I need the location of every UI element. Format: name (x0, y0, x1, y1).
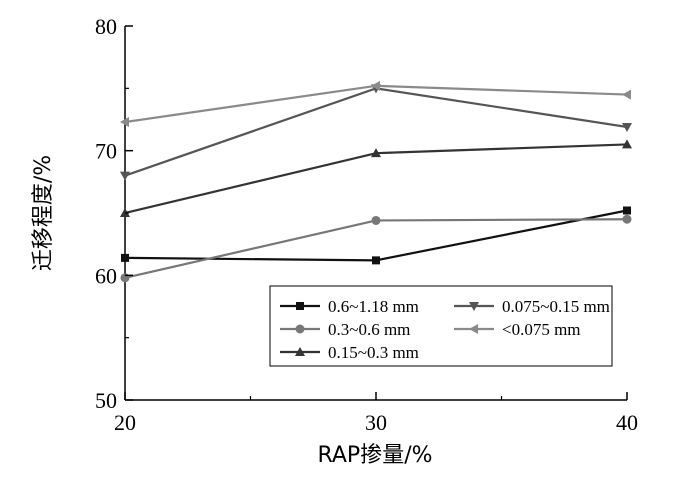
data-point-triangle-left (371, 80, 380, 91)
legend-label: 0.3~0.6 mm (328, 320, 410, 339)
series-line (124, 87, 628, 177)
data-point-triangle-down (120, 171, 130, 181)
x-tick-label: 30 (365, 410, 387, 435)
data-point-triangle-up (371, 148, 381, 158)
legend-item: 0.3~0.6 mm (280, 320, 410, 339)
y-tick-label: 70 (95, 139, 117, 164)
y-tick-label: 80 (95, 14, 117, 39)
data-point-triangle-down (469, 302, 479, 311)
legend-item: 0.6~1.18 mm (280, 297, 419, 316)
data-point-triangle-down (622, 122, 632, 132)
legend-label: <0.075 mm (502, 320, 581, 339)
data-point-square (296, 302, 304, 310)
data-point-triangle-left (469, 324, 478, 334)
y-tick-label: 50 (95, 388, 117, 413)
legend-frame (269, 285, 613, 367)
series (120, 84, 632, 181)
data-point-triangle-up (622, 139, 632, 149)
data-point-circle (371, 215, 381, 225)
series-layer (120, 80, 632, 283)
data-point-circle (622, 214, 632, 224)
legend-item: 0.15~0.3 mm (280, 343, 419, 362)
legend-label: 0.075~0.15 mm (502, 297, 610, 316)
x-tick-label: 20 (114, 410, 136, 435)
x-axis-label: RAP掺量/% (317, 443, 432, 468)
series (120, 80, 631, 127)
data-point-square (372, 256, 380, 265)
legend-item: 0.075~0.15 mm (454, 297, 610, 316)
data-point-triangle-left (120, 116, 129, 127)
tick-labels: 50 60 70 80 20 30 40 (95, 14, 638, 435)
y-axis-label: 迁移程度/% (31, 155, 56, 271)
series-line (124, 218, 628, 279)
legend-label: 0.15~0.3 mm (328, 343, 419, 362)
legend: 0.6~1.18 mm 0.3~0.6 mm 0.15~0.3 mm 0.075~0.… (269, 285, 613, 367)
y-tick-label: 60 (95, 263, 117, 288)
series (121, 206, 631, 265)
x-tick-label: 40 (616, 410, 638, 435)
data-point-triangle-left (622, 89, 631, 100)
legend-label: 0.6~1.18 mm (328, 297, 419, 316)
data-point-triangle-up (295, 347, 305, 356)
data-point-circle (295, 324, 305, 334)
data-point-square (121, 253, 129, 262)
legend-item: <0.075 mm (454, 320, 581, 339)
series (120, 214, 632, 283)
data-point-square (623, 206, 631, 215)
